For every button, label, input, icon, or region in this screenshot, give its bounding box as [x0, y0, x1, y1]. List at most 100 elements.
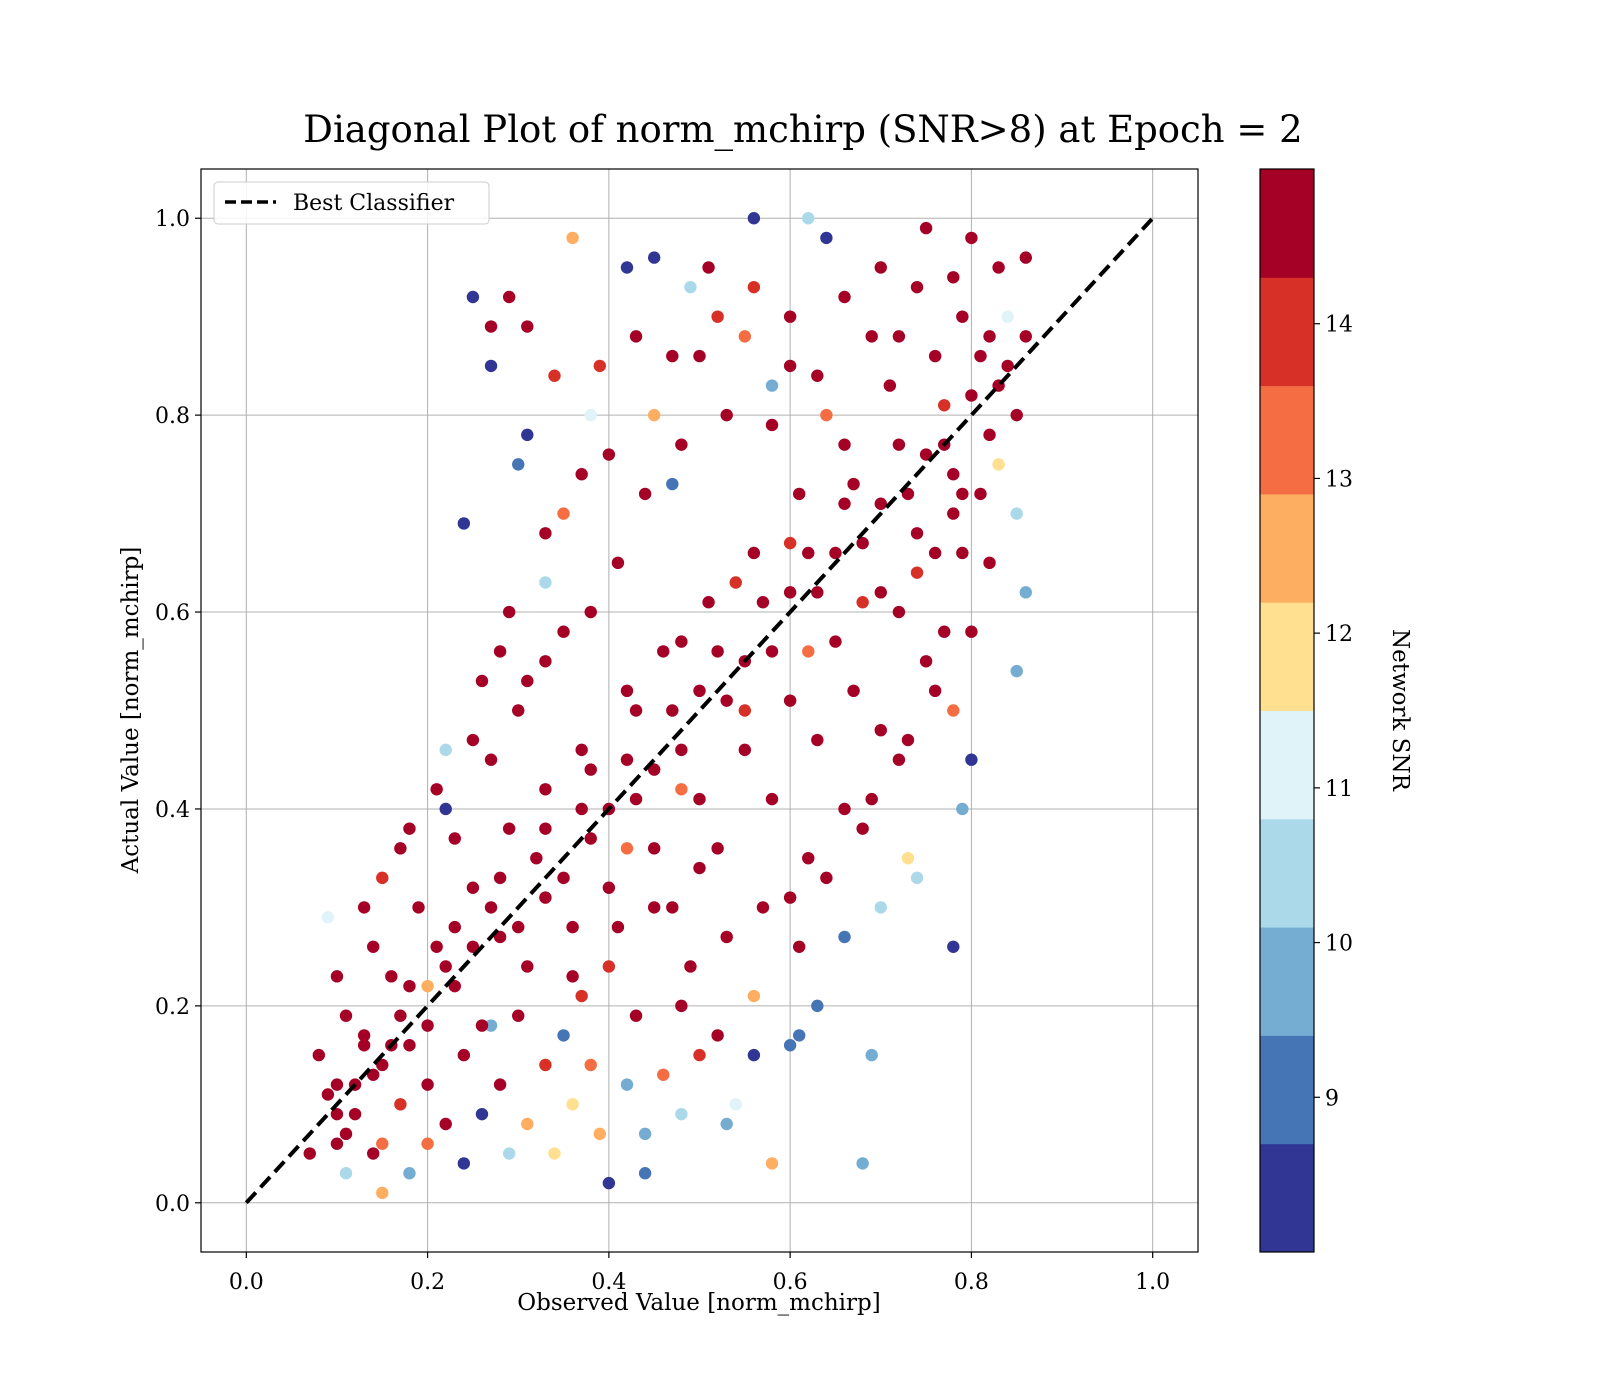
- scatter-point: [874, 497, 887, 510]
- colorbar-segment: [1260, 602, 1314, 711]
- x-tick-label: 0.4: [591, 1270, 626, 1295]
- x-axis-ticks: 0.0 0.2 0.4 0.6 0.8 1.0: [229, 1252, 1170, 1295]
- scatter-point: [403, 1039, 416, 1052]
- scatter-point: [793, 1029, 806, 1042]
- scatter-point: [983, 330, 996, 343]
- scatter-point: [367, 1147, 380, 1160]
- scatter-point: [765, 792, 779, 806]
- scatter-point: [421, 1137, 434, 1150]
- scatter-point: [466, 733, 480, 747]
- scatter-point: [956, 546, 969, 560]
- scatter-point: [539, 1058, 552, 1072]
- scatter-point: [883, 379, 897, 392]
- scatter-point: [919, 221, 933, 235]
- scatter-point: [421, 979, 434, 993]
- best-classifier-line: [244, 216, 1155, 1205]
- scatter-point: [412, 901, 425, 914]
- y-axis-ticks: 0.0 0.2 0.4 0.6 0.8 1.0: [155, 207, 201, 1217]
- scatter-point: [856, 536, 869, 550]
- scatter-point: [502, 1147, 516, 1160]
- scatter-point: [965, 753, 978, 766]
- scatter-point: [512, 920, 525, 934]
- scatter-point: [448, 920, 461, 934]
- scatter-point: [947, 704, 960, 717]
- scatter-point: [1019, 586, 1032, 599]
- scatter-point: [647, 901, 661, 914]
- scatter-point: [457, 517, 471, 530]
- scatter-point: [620, 842, 634, 855]
- scatter-point: [448, 832, 461, 845]
- scatter-point: [357, 1039, 371, 1052]
- scatter-point: [521, 1117, 534, 1131]
- scatter-point: [729, 1098, 742, 1111]
- scatter-point: [793, 940, 806, 953]
- scatter-point: [566, 920, 579, 934]
- scatter-point: [783, 891, 797, 904]
- x-tick-label: 0.0: [229, 1270, 264, 1295]
- scatter-point: [938, 399, 951, 412]
- colorbar-segment: [1260, 818, 1314, 928]
- scatter-point: [1001, 310, 1014, 323]
- scatter-point: [838, 438, 851, 451]
- scatter-point: [557, 1029, 570, 1042]
- scatter-point: [693, 792, 706, 806]
- scatter-point: [965, 625, 978, 638]
- scatter-point: [566, 1098, 579, 1111]
- scatter-point: [566, 970, 579, 983]
- scatter-point: [385, 970, 398, 983]
- x-tick-label: 0.6: [773, 1270, 808, 1295]
- scatter-point: [711, 1029, 724, 1042]
- scatter-point: [330, 970, 344, 983]
- scatter-point: [548, 369, 561, 382]
- scatter-point: [521, 428, 534, 442]
- scatter-point: [947, 940, 960, 953]
- scatter-point: [720, 408, 733, 422]
- scatter-point: [312, 1048, 326, 1062]
- legend-label-best-classifier: Best Classifier: [293, 191, 455, 216]
- y-axis-label: Actual Value [norm_mchirp]: [118, 547, 144, 875]
- scatter-point: [865, 1048, 878, 1062]
- x-tick-label: 0.8: [954, 1270, 989, 1295]
- reference-layer: [244, 216, 1155, 1205]
- scatter-point: [892, 438, 906, 451]
- colorbar-tick-label: 12: [1325, 622, 1353, 647]
- colorbar-segment: [1260, 385, 1314, 495]
- scatter-point: [919, 655, 933, 668]
- scatter-point: [747, 1048, 761, 1062]
- scatter-point: [965, 389, 978, 402]
- scatter-point: [430, 783, 443, 796]
- scatter-point: [629, 1009, 643, 1022]
- scatter-point: [629, 792, 643, 806]
- scatter-point: [502, 822, 516, 835]
- scatter-point: [874, 261, 887, 274]
- scatter-point: [430, 940, 443, 953]
- scatter-point: [439, 960, 452, 973]
- scatter-point: [484, 1019, 498, 1032]
- scatter-point: [339, 1009, 353, 1022]
- scatter-point: [539, 822, 552, 835]
- scatter-point: [865, 792, 878, 806]
- scatter-point: [403, 822, 416, 835]
- scatter-point: [928, 684, 942, 698]
- scatter-point: [557, 871, 570, 885]
- scatter-point: [457, 1157, 471, 1170]
- scatter-point: [928, 349, 942, 363]
- scatter-point: [448, 979, 461, 993]
- scatter-point: [357, 1029, 371, 1042]
- scatter-point: [394, 1098, 407, 1111]
- scatter-point: [928, 546, 942, 560]
- scatter-point: [783, 1039, 797, 1052]
- legend: Best Classifier: [213, 181, 490, 225]
- scatter-point: [675, 438, 688, 451]
- scatter-point: [811, 999, 824, 1013]
- scatter-point: [602, 1176, 616, 1190]
- scatter-point: [983, 556, 996, 570]
- colorbar-tick-label: 13: [1325, 467, 1353, 492]
- scatter-point: [620, 684, 634, 698]
- y-tick-label: 0.4: [155, 798, 190, 823]
- scatter-point: [747, 546, 761, 560]
- colorbar-label: Network SNR: [1387, 629, 1413, 792]
- scatter-point: [512, 1009, 525, 1022]
- scatter-point: [638, 487, 652, 501]
